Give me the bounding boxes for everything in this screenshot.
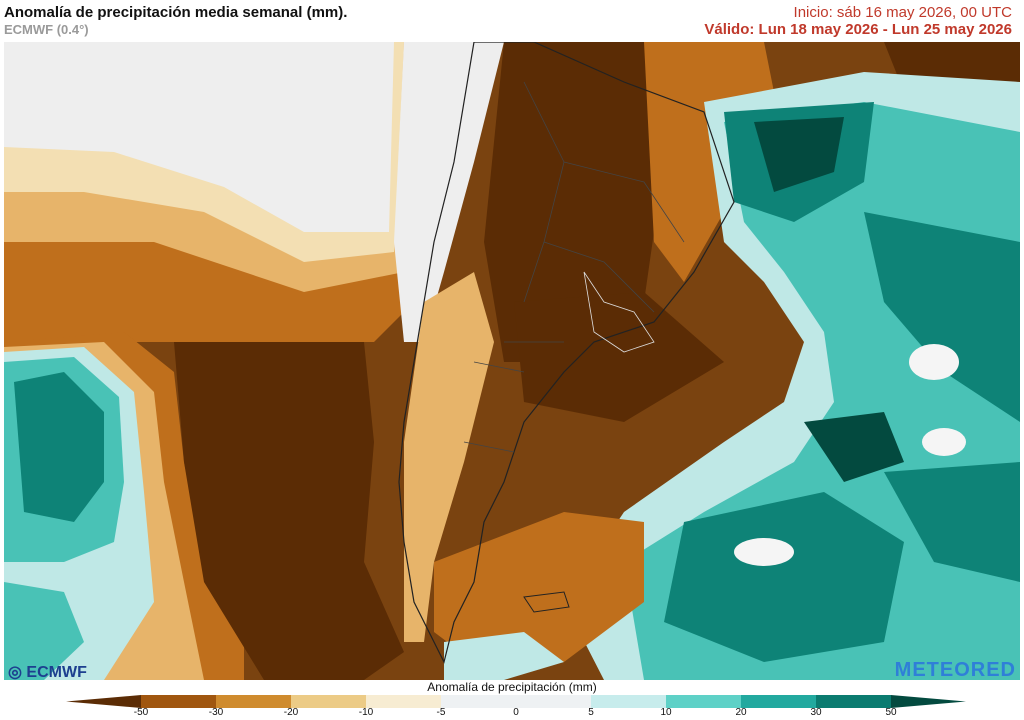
legend-arrow-right [891,695,966,708]
legend-tick-label: -30 [208,707,224,718]
country-borders [463,81,685,453]
pacific-deep-core [174,342,404,680]
tierra-fuego-light-teal [444,632,564,680]
legend-swatch [141,695,216,708]
legend-swatch [741,695,816,708]
init-time: Inicio: sáb 16 may 2026, 00 UTC [793,4,1012,21]
south-dark-teal [664,492,904,662]
legend-tick-label: 0 [513,707,519,718]
ecmwf-logo: ◎ ECMWF [8,664,87,681]
legend-tick-label: -10 [358,707,374,718]
precipitation-anomaly-map [4,42,1020,680]
valid-period: Válido: Lun 18 may 2026 - Lun 25 may 202… [704,21,1012,38]
atlantic-white-patch-1 [909,344,959,380]
legend-tick-label: 10 [660,707,672,718]
legend-arrow-left [66,695,141,708]
legend-swatch [216,695,291,708]
mid-deep-teal [804,412,904,482]
map-canvas [4,42,1020,680]
province-borders [583,271,655,353]
legend-swatch [516,695,591,708]
legend-swatch [591,695,666,708]
map-title: Anomalía de precipitación media semanal … [4,4,348,21]
se-dark-teal [884,462,1020,582]
atlantic-white-patch-2 [922,428,966,456]
legend-swatch [366,695,441,708]
sw-teal-south [4,582,84,680]
legend-tick-label: -50 [133,707,149,718]
legend-tick-label: 50 [885,707,897,718]
pacific-neutral-area [4,42,394,232]
legend-tick-label: -20 [283,707,299,718]
ecmwf-logo-text: ECMWF [26,664,87,681]
legend-colorbar [66,695,966,708]
legend-swatch [816,695,891,708]
header: Anomalía de precipitación media semanal … [0,0,1024,42]
legend-tick-label: 20 [735,707,747,718]
brazil-coast-deep-teal [754,117,844,192]
meteored-logo: METEORED [894,659,1016,681]
falkland-islands [523,591,570,613]
plata-deep-core [514,292,724,422]
andes-tan [404,272,494,642]
model-label: ECMWF (0.4°) [4,22,89,37]
atlantic-white-patch-3 [734,538,794,566]
sw-dark-teal [14,372,104,522]
east-dark-teal [864,212,1020,422]
interior-deep-core [484,42,664,362]
legend-tick-label: 5 [588,707,594,718]
south-america-coastline [398,42,735,664]
legend-swatch [291,695,366,708]
legend-tick-label: 30 [810,707,822,718]
patagonia-brown [434,512,644,662]
andes-neutral [394,42,504,342]
legend-swatch [441,695,516,708]
legend-title: Anomalía de precipitación (mm) [427,680,597,694]
legend-tick-label: -5 [436,707,446,718]
legend-swatch [666,695,741,708]
